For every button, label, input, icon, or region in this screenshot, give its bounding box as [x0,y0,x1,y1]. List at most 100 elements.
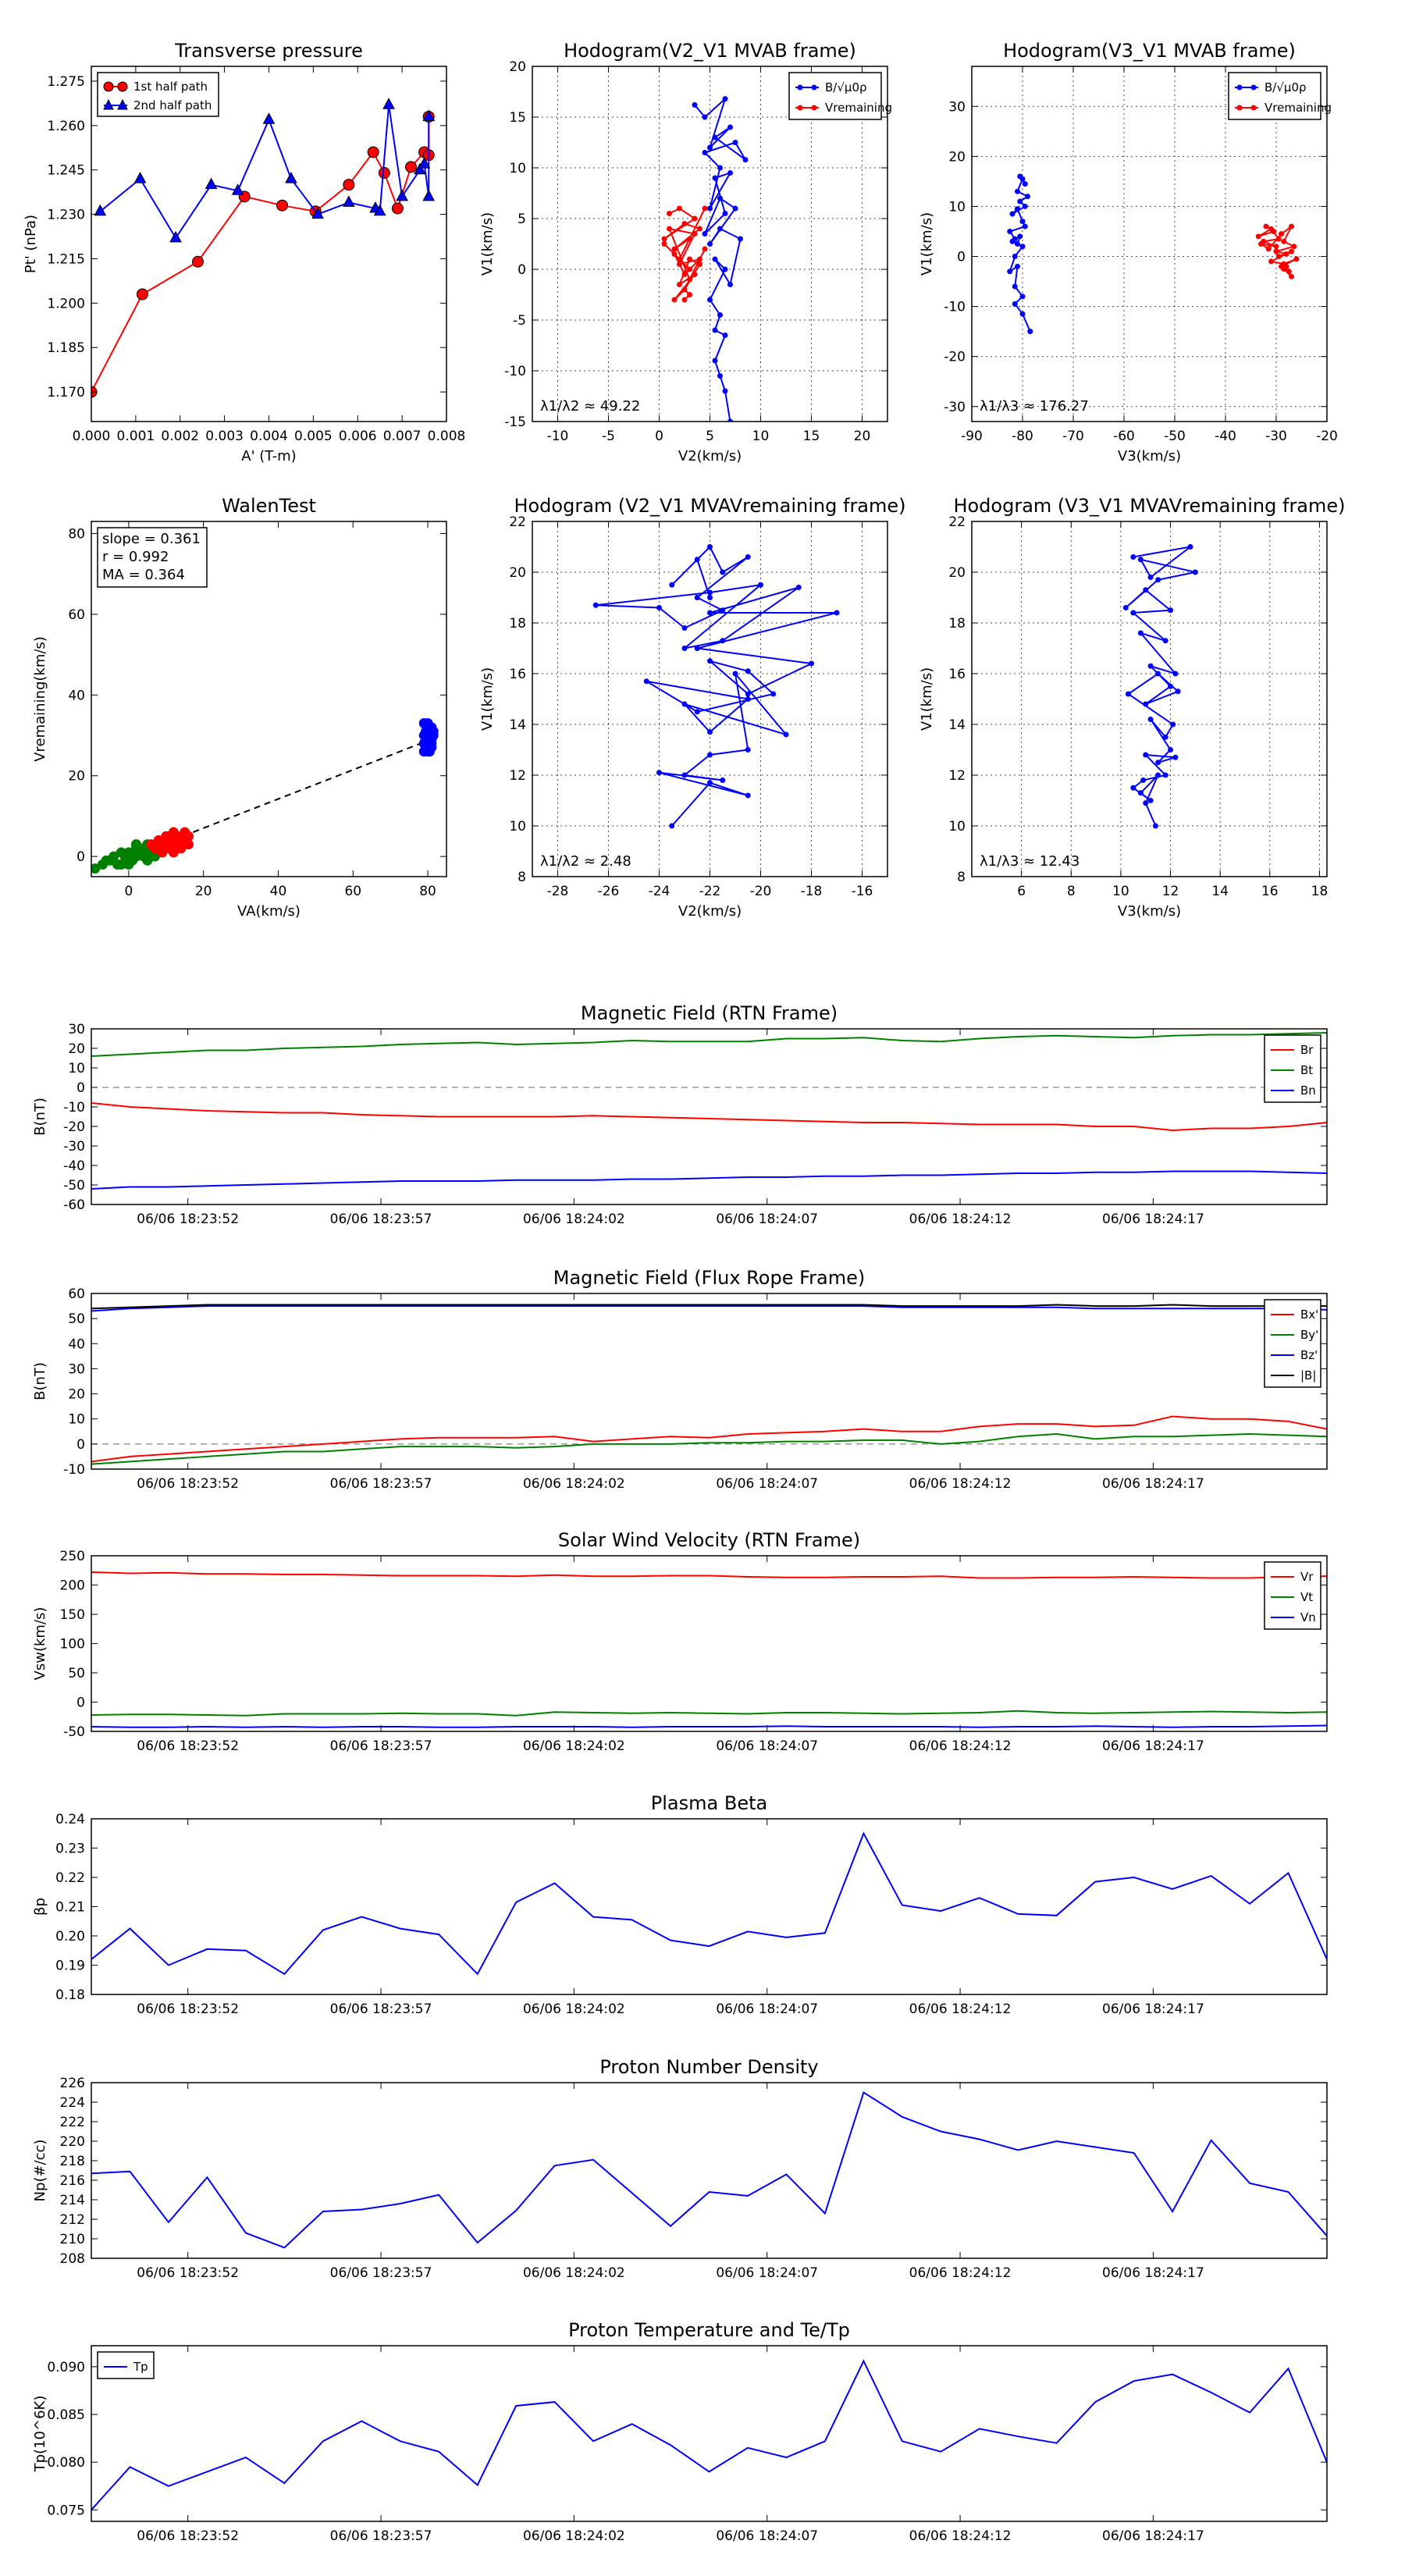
y-tick-label: 10 [68,1412,85,1428]
y-tick-label: 8 [518,870,526,885]
y-tick-label: 60 [68,1286,85,1302]
x-tick-label: 18 [1311,884,1329,899]
x-tick-label: 15 [803,429,820,444]
y-tick-label: 0.19 [55,1959,85,1974]
data-point [809,660,814,667]
data-point [717,373,723,379]
y-axis-label: Pt' (nPa) [23,215,39,273]
data-point [720,569,726,575]
data-point [1283,251,1289,257]
data-point [1155,760,1161,766]
data-point [687,256,692,262]
data-point [1192,569,1198,575]
data-point [1172,754,1179,760]
y-tick-label: 5 [518,212,526,227]
chart-transverse: 0.000 0.001 0.002 0.003 0.004 0.005 0.006 0.007… [23,40,465,464]
series-Vn [91,1724,1327,1728]
y-tick-label: 0 [957,250,966,265]
x-tick-label: -16 [852,884,873,899]
data-point [732,205,738,212]
x-tick-label: 06/06 18:24:07 [716,1476,818,1492]
y-tick-label: -40 [63,1158,85,1174]
chart-walen: 0 20 40 60 80 0 20 40 60 80 WalenTest VA(km/s) Vrema… [32,495,447,920]
data-point [1162,638,1168,644]
x-tick-label: -50 [1164,429,1186,444]
y-axis-label: B(nT) [32,1362,48,1400]
x-tick-label: 06/06 18:24:02 [523,1476,625,1492]
x-tick-label: 16 [1261,884,1279,899]
series-Vremaining [661,205,708,303]
data-point [745,554,751,560]
data-point [702,205,708,212]
y-tick-label: 40 [68,1336,85,1352]
data-point [687,236,692,242]
y-tick-label: 14 [948,717,966,733]
x-tick-label: -28 [547,884,569,899]
ratio-annotation: λ1/λ3 ≈ 12.43 [980,853,1080,870]
y-tick-label: -5 [513,313,526,329]
legend-label: Br [1300,1043,1314,1057]
data-point [1147,575,1154,580]
y-tick-label: 20 [509,59,526,75]
y-tick-label: 20 [68,769,85,785]
ratio-annotation: λ1/λ2 ≈ 2.48 [540,853,631,870]
series-line [91,1724,1327,1728]
data-point [136,288,148,301]
x-tick-label: 06/06 18:23:57 [330,2265,432,2281]
data-point [1025,194,1030,200]
legend-marker [1236,84,1243,91]
data-point [707,144,713,151]
series-line [91,2090,1327,2249]
y-tick-label: 0 [76,1080,85,1096]
data-point [656,605,662,610]
chart-title: Transverse pressure [174,40,363,62]
data-point [707,297,713,303]
y-axis-label: Np(#/cc) [32,2140,48,2202]
data-point [1286,269,1292,275]
series-By' [91,1432,1327,1465]
y-tick-label: 16 [948,667,966,682]
data-point [378,167,390,179]
data-point [1263,223,1269,229]
y-tick-label: 226 [60,2076,85,2091]
x-tick-label: 40 [270,884,287,899]
chart-title: Plasma Beta [651,1792,767,1814]
x-tick-label: 06/06 18:24:12 [909,2265,1012,2281]
data-point [1275,254,1282,260]
series-B/√μ0ρ [692,96,749,422]
legend-marker [1250,105,1257,111]
legend-marker [117,81,128,92]
data-point [276,199,289,212]
x-axis-label: VA(km/s) [237,903,301,920]
y-tick-label: 10 [948,819,966,834]
chart-title: Proton Temperature and Te/Tp [568,2319,850,2341]
legend-marker [103,81,114,92]
legend-label: B/√μ0ρ [825,80,867,94]
data-point [671,297,678,303]
legend-label: Vt [1300,1590,1313,1604]
y-tick-label: 0.23 [55,1841,85,1857]
data-point [745,792,751,799]
data-point [681,272,688,277]
series-line [91,1305,1327,1312]
data-point [1279,231,1284,237]
data-point [681,286,688,293]
y-tick-label: 60 [68,607,85,623]
y-tick-label: 20 [68,1041,85,1057]
y-tick-label: 10 [68,1061,85,1076]
data-point [681,625,688,631]
data-point [1019,311,1026,317]
series-blue [418,718,439,757]
data-point [1137,557,1144,563]
data-point [373,204,386,216]
data-point [1019,219,1026,225]
data-point [205,177,218,190]
legend-label: Vremaining [1264,101,1332,115]
y-tick-label: 1.170 [47,385,85,400]
x-tick-label: -90 [961,429,983,444]
data-point [1130,785,1136,791]
x-tick-label: 06/06 18:24:07 [716,1212,818,1227]
plot-frame [91,1293,1328,1470]
x-tick-label: 0.005 [294,429,333,444]
